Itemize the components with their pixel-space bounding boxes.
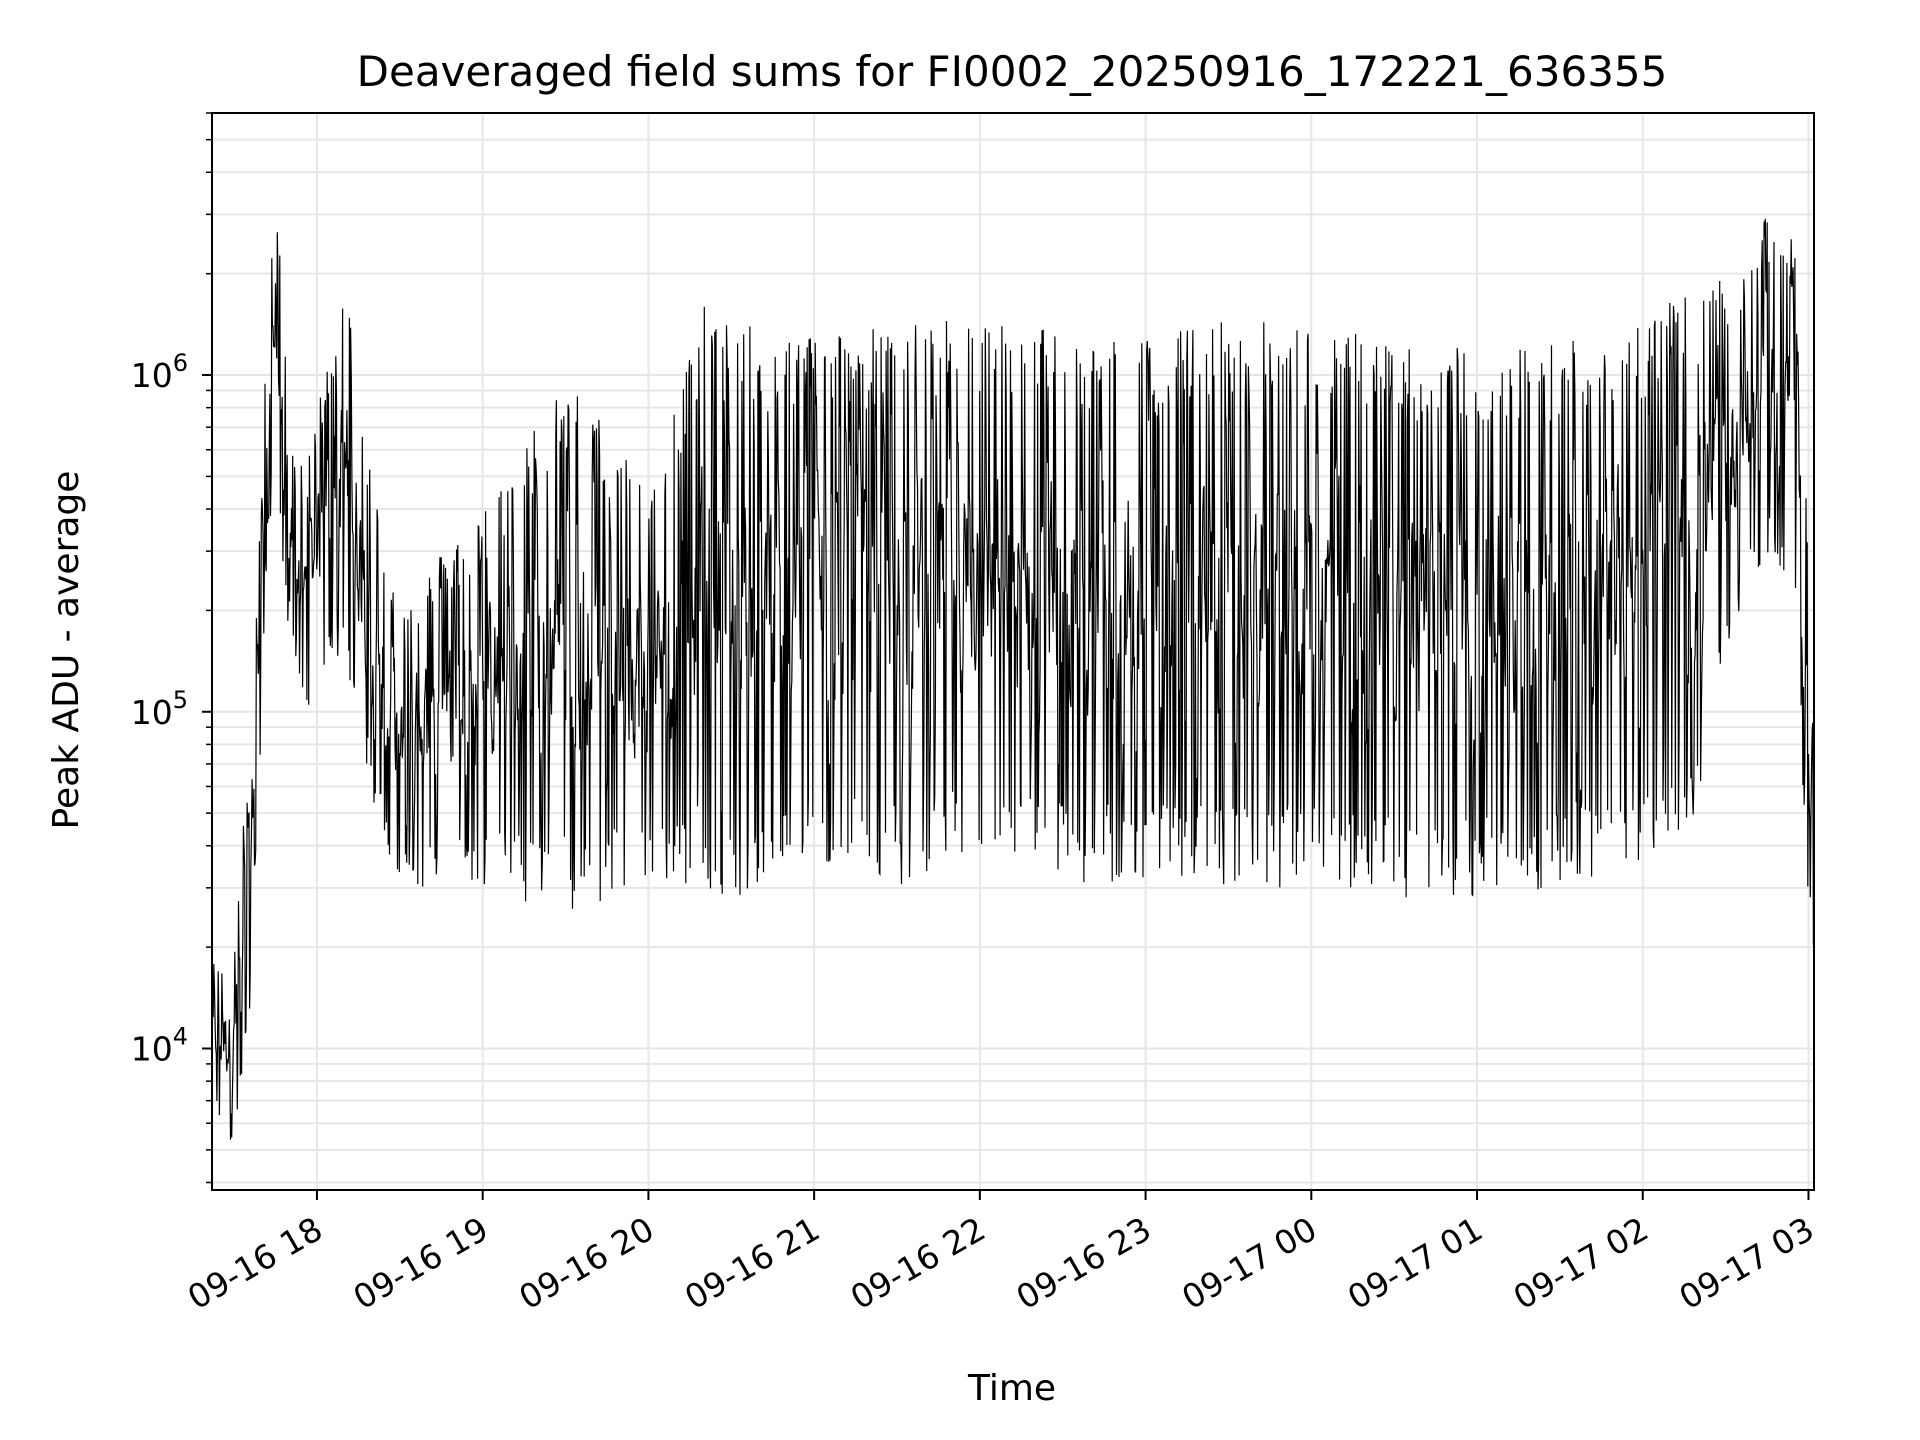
y-tick-exponent: 4 — [173, 1022, 188, 1050]
y-tick-label: 105 — [131, 686, 188, 732]
y-tick-label: 104 — [131, 1022, 188, 1068]
y-tick-exponent: 5 — [173, 686, 188, 714]
series-line — [211, 218, 1815, 1140]
y-tick-exponent: 6 — [173, 349, 188, 377]
x-axis-label: Time — [967, 1368, 1056, 1409]
y-tick-label: 106 — [131, 349, 188, 395]
y-tick-base: 10 — [131, 693, 173, 732]
y-tick-base: 10 — [131, 356, 173, 395]
chart-title: Deaveraged field sums for FI0002_2025091… — [357, 47, 1668, 96]
y-axis-label: Peak ADU - average — [46, 471, 87, 830]
y-tick-base: 10 — [131, 1029, 173, 1068]
plot-frame — [211, 112, 1815, 1191]
series-trace — [211, 218, 1815, 1140]
